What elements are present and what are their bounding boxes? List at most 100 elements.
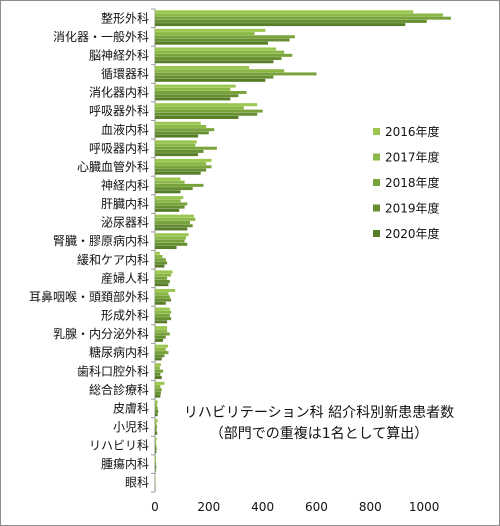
bar <box>155 394 161 398</box>
category-label: 糖尿病内科 <box>89 345 149 360</box>
category-label: 心臓血管外科 <box>77 159 149 174</box>
bar <box>155 112 258 116</box>
bar <box>155 338 164 342</box>
category-label: 呼吸器外科 <box>89 104 149 118</box>
bar <box>155 326 168 330</box>
bar <box>155 72 317 76</box>
x-tick-label: 800 <box>359 500 382 514</box>
bar <box>155 413 158 417</box>
legend-label: 2016年度 <box>385 124 440 139</box>
bar <box>155 468 156 472</box>
bar <box>155 13 443 17</box>
legend-swatch <box>373 230 380 237</box>
bar <box>155 440 157 444</box>
bar <box>155 418 158 422</box>
bar <box>155 202 188 206</box>
bar <box>155 443 157 447</box>
bar <box>155 313 170 317</box>
bar <box>155 385 161 389</box>
bar <box>155 242 188 246</box>
bar <box>155 332 170 336</box>
bar <box>155 459 156 463</box>
bar <box>155 376 162 380</box>
bar <box>155 60 274 64</box>
chart-title: リハビリテーション科 紹介科別新患患者数 <box>184 405 454 421</box>
bar <box>155 254 163 258</box>
bar <box>155 134 199 138</box>
category-label: 脳神経外科 <box>89 48 149 62</box>
bar <box>155 214 195 218</box>
bar <box>155 295 170 299</box>
bar <box>155 456 157 460</box>
x-tick-label: 1000 <box>409 500 440 514</box>
bar <box>155 369 164 373</box>
bar <box>155 357 162 361</box>
x-tick-label: 200 <box>197 500 220 514</box>
legend-label: 2017年度 <box>385 150 440 165</box>
category-label: 呼吸器内科 <box>89 141 149 155</box>
bar <box>155 115 239 119</box>
bar <box>155 217 196 221</box>
bar <box>155 53 293 57</box>
bar <box>155 236 186 240</box>
x-tick-label: 400 <box>251 500 274 514</box>
bar <box>155 227 188 231</box>
bar <box>155 233 189 237</box>
bar <box>155 109 263 113</box>
bar <box>155 487 156 491</box>
bar <box>155 23 406 27</box>
bar <box>155 288 176 292</box>
bar <box>155 208 180 212</box>
legend-label: 2018年度 <box>385 175 440 190</box>
category-label: リハビリ科 <box>89 439 149 453</box>
bar <box>155 224 193 228</box>
bar <box>155 121 201 125</box>
bar <box>155 171 201 175</box>
bar <box>155 292 169 296</box>
category-label: 緩和ケア内科 <box>77 253 149 267</box>
bar <box>155 301 166 305</box>
x-tick-label: 600 <box>305 500 328 514</box>
legend-swatch <box>373 179 380 186</box>
bar <box>155 391 161 395</box>
legend-swatch <box>373 204 380 212</box>
bar <box>155 84 236 88</box>
bar <box>155 158 212 162</box>
bar <box>155 462 157 466</box>
bar <box>155 140 197 144</box>
bar <box>155 400 158 404</box>
bar <box>155 477 156 481</box>
category-label: 皮膚科 <box>113 400 149 415</box>
bar <box>155 403 158 407</box>
bar <box>155 347 166 351</box>
bar <box>155 90 247 94</box>
bar <box>155 428 157 432</box>
category-label: 歯科口腔外科 <box>77 363 149 378</box>
bar <box>155 320 168 324</box>
bar <box>155 97 231 101</box>
bar <box>155 474 156 478</box>
category-label: 整形外科 <box>101 10 149 25</box>
bar <box>155 363 161 367</box>
bar <box>155 283 169 287</box>
category-label: 小児科 <box>113 420 149 434</box>
bar <box>155 94 239 98</box>
bar <box>155 149 204 153</box>
bar <box>155 165 212 169</box>
bar <box>155 261 168 265</box>
bar <box>155 50 285 54</box>
bar <box>155 431 158 435</box>
legend-label: 2020年度 <box>385 226 440 241</box>
category-label: 総合診療科 <box>89 382 149 397</box>
bar <box>155 447 157 451</box>
bar <box>155 354 165 358</box>
bar <box>155 19 427 23</box>
x-tick-label: 0 <box>151 500 159 514</box>
bar <box>155 437 157 441</box>
bar <box>155 335 166 339</box>
category-label: 泌尿器科 <box>101 216 149 230</box>
bar <box>155 344 168 348</box>
bar <box>155 372 161 376</box>
bar <box>155 273 172 277</box>
bar <box>155 16 451 20</box>
